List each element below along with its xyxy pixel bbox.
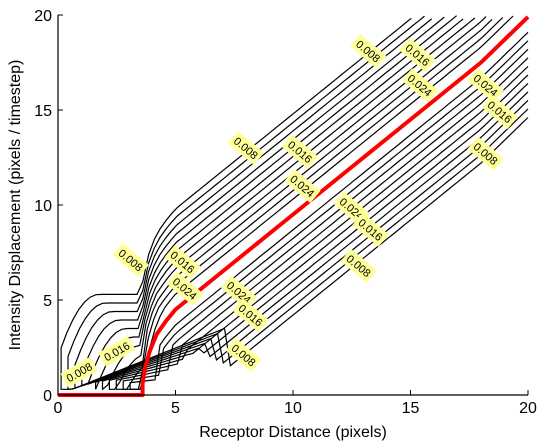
- contour-line: [129, 15, 529, 390]
- contour-line: [74, 18, 529, 390]
- contour-line: [67, 15, 529, 390]
- contour-line: [88, 15, 529, 385]
- x-tick-label: 5: [171, 400, 180, 417]
- contour-label-bg: [225, 338, 262, 373]
- y-tick-label: 0: [43, 388, 52, 405]
- y-tick-label: 20: [34, 8, 52, 25]
- contour-label-bg: [467, 136, 504, 171]
- contour-label-bg: [352, 212, 389, 247]
- contour-label: 0.016: [98, 335, 136, 367]
- contour-label-bg: [166, 271, 204, 306]
- y-tick-label: 5: [43, 293, 52, 310]
- contour-label-bg: [284, 168, 321, 204]
- contour-label-bg: [232, 298, 269, 333]
- contour-label-bg: [401, 68, 439, 103]
- contour-line: [108, 16, 529, 390]
- contour-label-bg: [467, 68, 504, 103]
- contour-label-bg: [350, 34, 387, 69]
- contour-line: [95, 18, 529, 390]
- y-tick-label: 10: [34, 198, 52, 215]
- contour-label-bg: [98, 335, 136, 367]
- y-axis-label: Intensity Displacement (pixels / timeste…: [7, 60, 24, 351]
- x-tick-label: 15: [402, 400, 420, 417]
- contour-label-bg: [340, 248, 377, 283]
- contour-label-bg: [399, 37, 436, 72]
- contour-label-bg: [112, 243, 149, 278]
- contour-line: [81, 16, 529, 387]
- contour-line: [101, 17, 529, 391]
- contour-label-bg: [164, 244, 201, 280]
- contour-label: 0.024: [284, 168, 321, 204]
- contour-line: [60, 17, 529, 390]
- contour-label-bg: [220, 275, 258, 310]
- contour-label-bg: [227, 130, 265, 166]
- contour-label: 0.016: [164, 244, 201, 280]
- contour-line: [122, 17, 529, 390]
- contour-label-bg: [60, 356, 98, 388]
- x-tick-label: 0: [54, 400, 63, 417]
- contour-label: 0.008: [112, 243, 149, 278]
- contour-line: [115, 18, 529, 390]
- x-tick-label: 20: [519, 400, 537, 417]
- contour-lines: [60, 15, 529, 391]
- contour-label: 0.008: [225, 338, 262, 373]
- contour-label-bg: [481, 94, 518, 129]
- contour-label: 0.016: [399, 37, 436, 72]
- contour-label-bg: [281, 134, 319, 169]
- axes: 0 5 10 15 20 0 5 10 15 20: [34, 8, 537, 417]
- x-axis-label: Receptor Distance (pixels): [199, 424, 387, 441]
- x-tick-label: 10: [284, 400, 302, 417]
- y-tick-label: 15: [34, 103, 52, 120]
